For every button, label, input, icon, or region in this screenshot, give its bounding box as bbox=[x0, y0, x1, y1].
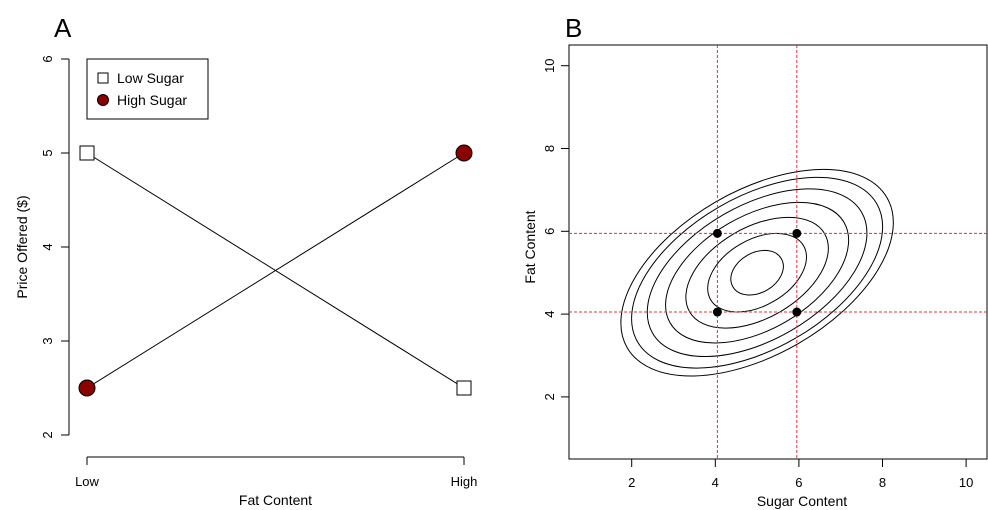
point-low-sugar bbox=[456, 380, 472, 396]
panel-b-plot-frame bbox=[568, 44, 988, 460]
contour-line bbox=[665, 201, 850, 344]
point-low-sugar bbox=[79, 145, 95, 161]
panel-a-y-tick-label: 5 bbox=[40, 149, 55, 156]
panel-a-x-tick-label: Low bbox=[75, 474, 99, 489]
panel-b-label: B bbox=[565, 13, 582, 43]
panel-b-y-tick-label: 10 bbox=[542, 58, 557, 72]
panel-b-x-tick-label: 6 bbox=[795, 475, 802, 490]
contour-line bbox=[620, 168, 894, 377]
legend-marker-high-sugar bbox=[97, 94, 109, 106]
panel-a-y-tick-label: 2 bbox=[40, 431, 55, 438]
panel-a-y-tick-label: 4 bbox=[40, 243, 55, 250]
panel-b-x-tick-label: 2 bbox=[628, 475, 635, 490]
panel-a-legend: Low Sugar High Sugar bbox=[86, 58, 209, 120]
panel-b-x-axis-label: Sugar Content bbox=[757, 493, 847, 509]
panel-a-y-tick-label: 6 bbox=[40, 55, 55, 62]
panel-b-x-tick-label: 10 bbox=[959, 475, 973, 490]
panel-a-x-tick-label: High bbox=[451, 474, 478, 489]
contour-line bbox=[631, 176, 884, 369]
panel-b-x-tick-label: 4 bbox=[712, 475, 719, 490]
panel-b: B 2 4 6 8 10 2 4 6 8 10 Sugar Content Fat Conten… bbox=[522, 13, 988, 509]
contour-line bbox=[685, 216, 829, 329]
panel-b-y-tick-label: 8 bbox=[542, 145, 557, 152]
panel-b-y-axis-label: Fat Content bbox=[522, 210, 538, 283]
legend-label-high-sugar: High Sugar bbox=[117, 92, 187, 108]
panel-a: A 2 3 4 5 6 Low High Fat Content Price Offere… bbox=[14, 13, 477, 508]
panel-a-y-axis-label: Price Offered ($) bbox=[14, 195, 30, 298]
panel-b-x-tick-label: 8 bbox=[879, 475, 886, 490]
contour-line bbox=[730, 249, 784, 296]
contour-line bbox=[707, 232, 807, 313]
contour-line bbox=[646, 188, 868, 358]
panel-a-x-axis-label: Fat Content bbox=[239, 492, 312, 508]
legend-label-low-sugar: Low Sugar bbox=[117, 70, 184, 86]
series-line-high-sugar bbox=[86, 152, 465, 389]
panel-b-y-tick-label: 4 bbox=[542, 310, 557, 317]
legend-marker-low-sugar bbox=[97, 72, 109, 84]
point-high-sugar bbox=[455, 144, 473, 162]
design-point bbox=[792, 307, 802, 317]
design-point bbox=[712, 228, 722, 238]
design-point bbox=[792, 228, 802, 238]
panel-a-y-tick-label: 3 bbox=[40, 337, 55, 344]
point-high-sugar bbox=[78, 379, 96, 397]
panel-a-legend-box bbox=[86, 58, 209, 120]
panel-b-y-tick-label: 6 bbox=[542, 228, 557, 235]
panel-a-label: A bbox=[54, 13, 72, 43]
panel-b-y-tick-label: 2 bbox=[542, 393, 557, 400]
design-point bbox=[712, 307, 722, 317]
